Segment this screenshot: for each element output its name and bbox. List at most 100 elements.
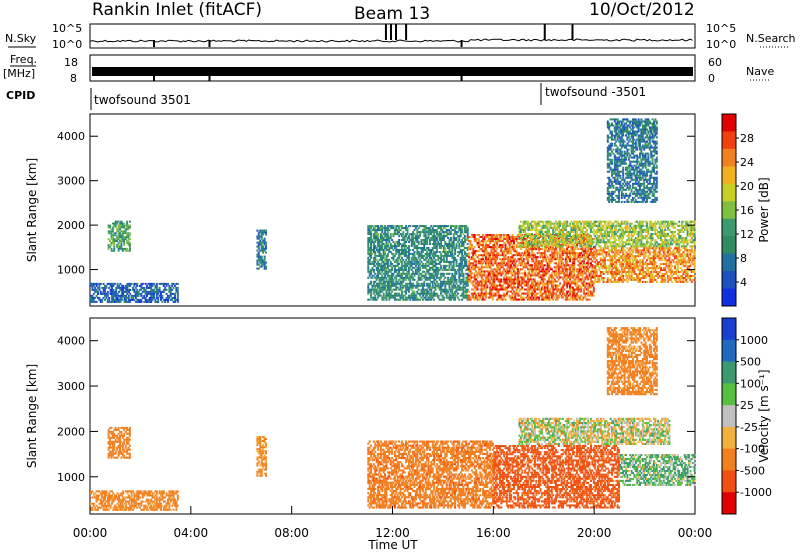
data-cell <box>427 278 430 281</box>
data-cell <box>494 278 497 281</box>
data-cell <box>517 294 520 297</box>
data-cell <box>444 252 447 255</box>
data-cell <box>377 245 380 247</box>
data-cell <box>540 264 543 267</box>
data-cell <box>552 294 555 297</box>
data-cell <box>609 241 612 244</box>
data-cell <box>398 225 401 228</box>
data-cell <box>595 239 598 242</box>
data-cell <box>125 284 127 287</box>
data-cell <box>580 268 583 271</box>
data-cell <box>493 262 496 265</box>
data-cell <box>407 296 410 299</box>
data-cell <box>133 288 136 291</box>
data-cell <box>133 282 136 285</box>
data-cell <box>563 294 566 297</box>
data-cell <box>406 237 409 239</box>
data-cell <box>382 237 385 239</box>
data-cell <box>431 286 434 289</box>
data-cell <box>451 260 454 263</box>
data-cell <box>371 296 374 299</box>
data-cell <box>407 247 410 249</box>
data-cell <box>519 258 522 261</box>
data-cell <box>538 237 541 240</box>
data-cell <box>550 246 553 249</box>
data-cell <box>514 274 517 277</box>
data-cell <box>490 284 493 287</box>
data-cell <box>438 251 441 253</box>
data-cell <box>367 266 370 269</box>
data-cell <box>451 290 454 293</box>
data-cell <box>515 238 518 240</box>
data-cell <box>521 262 524 265</box>
data-cell <box>512 242 515 245</box>
data-cell <box>483 238 486 240</box>
data-cell <box>479 242 482 245</box>
data-cell <box>584 258 587 261</box>
data-cell <box>518 245 521 248</box>
data-cell <box>110 236 113 239</box>
data-cell <box>374 284 377 287</box>
data-cell <box>555 252 557 255</box>
data-cell <box>524 252 527 255</box>
data-cell <box>514 248 517 251</box>
data-cell <box>113 292 116 295</box>
data-cell <box>385 239 388 241</box>
data-cell <box>407 225 410 228</box>
data-cell <box>580 256 583 259</box>
data-cell <box>420 254 423 257</box>
data-cell <box>595 233 598 236</box>
data-cell <box>451 272 454 275</box>
data-cell <box>147 282 150 285</box>
data-cell <box>400 288 403 291</box>
data-cell <box>587 278 590 281</box>
data-cell <box>539 290 542 293</box>
data-cell <box>109 232 112 235</box>
data-cell <box>475 240 478 243</box>
data-cell <box>508 284 511 287</box>
data-cell <box>557 284 560 287</box>
data-cell <box>388 276 391 279</box>
data-cell <box>531 233 534 236</box>
data-cell <box>562 268 564 271</box>
data-cell <box>559 233 562 236</box>
data-cell <box>588 276 591 279</box>
data-cell <box>496 252 499 255</box>
data-cell <box>479 258 482 261</box>
data-cell <box>377 243 380 245</box>
data-cell <box>107 247 110 250</box>
data-cell <box>140 284 143 287</box>
data-cell <box>175 298 178 301</box>
data-cell <box>262 241 265 244</box>
data-cell <box>573 298 576 301</box>
data-cell <box>384 235 387 238</box>
data-cell <box>112 294 115 297</box>
data-cell <box>109 224 112 227</box>
data-cell <box>542 270 545 273</box>
data-cell <box>497 240 500 243</box>
data-cell <box>413 294 416 297</box>
data-cell <box>413 278 416 281</box>
data-cell <box>442 296 445 299</box>
data-cell <box>368 231 371 234</box>
data-cell <box>400 247 403 249</box>
data-cell <box>533 243 536 246</box>
data-cell <box>526 226 529 229</box>
data-cell <box>585 256 588 259</box>
data-cell <box>162 290 165 293</box>
data-cell <box>370 249 373 251</box>
data-cell <box>591 264 594 267</box>
data-cell <box>140 300 143 303</box>
data-cell <box>416 268 419 271</box>
data-cell <box>580 280 583 283</box>
data-cell <box>400 239 403 241</box>
data-cell <box>608 233 611 236</box>
data-cell <box>555 250 557 253</box>
data-cell <box>556 264 559 267</box>
data-cell <box>113 224 116 227</box>
data-cell <box>567 239 570 242</box>
data-cell <box>444 260 447 263</box>
data-cell <box>405 268 408 271</box>
data-cell <box>556 296 559 299</box>
data-cell <box>591 294 594 297</box>
